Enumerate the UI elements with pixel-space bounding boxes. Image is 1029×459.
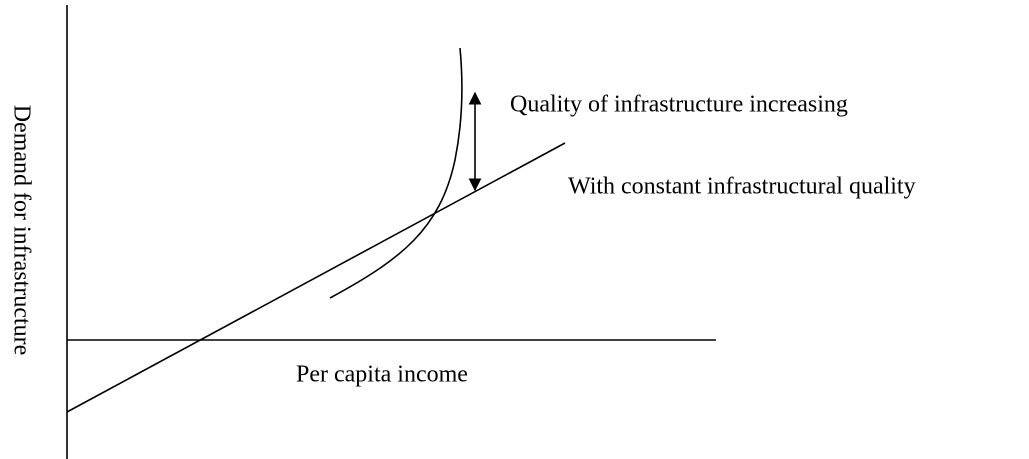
y-axis-label: Demand for infrastructure <box>8 105 34 356</box>
quality-increasing-label: Quality of infrastructure increasing <box>510 92 848 118</box>
x-axis-label: Per capita income <box>296 362 468 388</box>
increasing-quality-curve <box>329 47 463 299</box>
constant-quality-line <box>66 142 566 413</box>
constant-quality-label: With constant infrastructural quality <box>568 174 916 200</box>
